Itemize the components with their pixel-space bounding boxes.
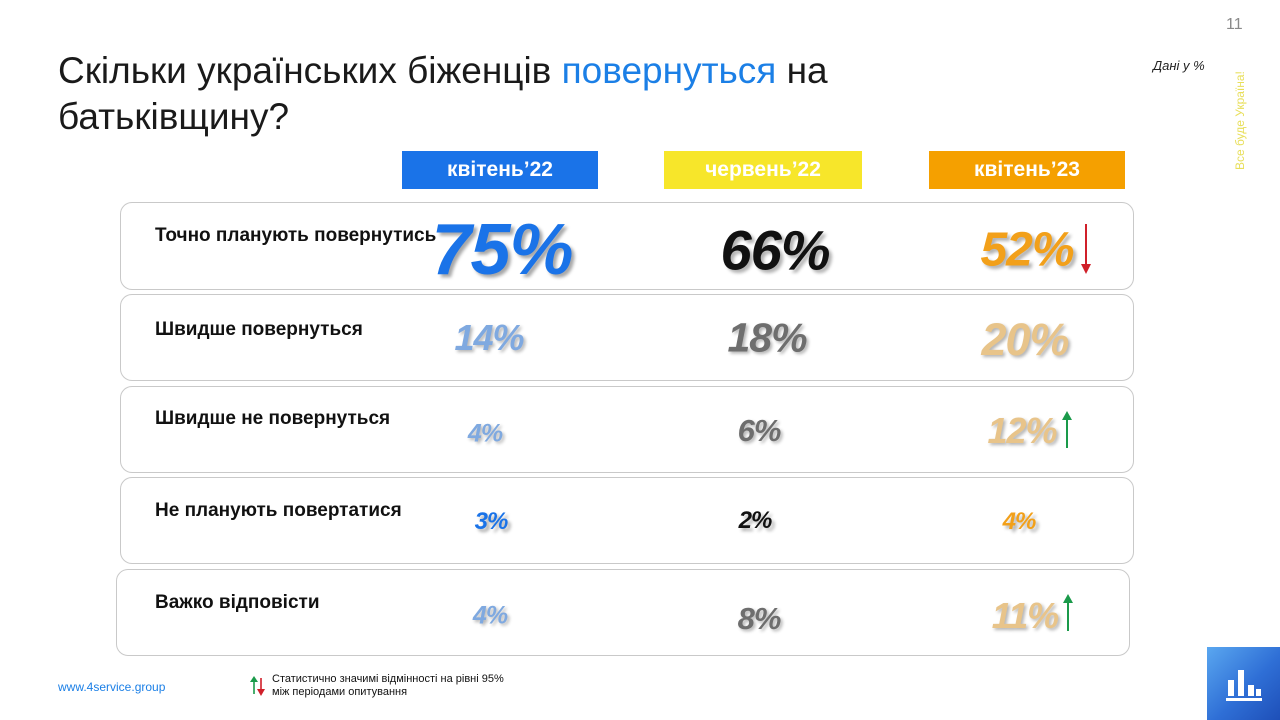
value-cell: 52%	[980, 223, 1074, 277]
significance-arrows-icon	[250, 676, 265, 696]
row-label: Не планують повертатися	[155, 500, 402, 521]
table-row	[120, 477, 1134, 564]
value-cell: 6%	[737, 413, 782, 448]
title-highlight: повернуться	[561, 50, 777, 91]
table-row	[116, 569, 1130, 656]
legend-note: Статистично значимі відмінності на рівні…	[272, 673, 504, 698]
bar-logo-icon	[1226, 670, 1262, 701]
column-header-apr23: квітень’23	[929, 151, 1125, 189]
table-row	[120, 294, 1134, 381]
table-row	[120, 386, 1134, 473]
column-header-apr22: квітень’22	[402, 151, 598, 189]
value-cell: 2%	[738, 507, 773, 534]
website-link[interactable]: www.4service.group	[58, 680, 166, 694]
value-cell: 14%	[454, 317, 524, 358]
logo-icon	[1207, 647, 1280, 720]
value-cell: 8%	[737, 601, 782, 636]
table-row	[120, 202, 1134, 290]
page-title: Скільки українських біженців повернуться…	[58, 48, 958, 140]
row-label: Важко відповісти	[155, 592, 320, 613]
column-header-jun22: червень’22	[664, 151, 862, 189]
value-cell: 4%	[467, 419, 503, 448]
value-cell: 11%	[991, 595, 1059, 636]
value-cell: 66%	[720, 218, 830, 282]
arrow-down-icon	[1081, 224, 1091, 274]
row-label: Швидше не повернуться	[155, 408, 391, 429]
value-cell: 20%	[981, 314, 1069, 365]
arrow-up-icon	[1063, 594, 1073, 631]
value-cell: 12%	[987, 410, 1057, 451]
value-cell: 18%	[727, 314, 807, 361]
title-part-1: Скільки українських біженців	[58, 50, 562, 91]
title-part-2: на батьківщину?	[58, 50, 828, 137]
row-label: Точно планують повернутись	[155, 225, 437, 246]
row-label: Швидше повернуться	[155, 319, 363, 340]
value-cell: 4%	[472, 601, 508, 630]
arrow-up-icon	[1062, 411, 1072, 448]
page-number: 11	[1226, 16, 1243, 33]
vertical-slogan: Все буде Україна!	[1233, 71, 1247, 170]
data-note: Дані у %	[1153, 58, 1205, 73]
value-cell: 3%	[474, 508, 509, 535]
value-cell: 75%	[431, 210, 573, 290]
value-cell: 4%	[1002, 508, 1037, 535]
